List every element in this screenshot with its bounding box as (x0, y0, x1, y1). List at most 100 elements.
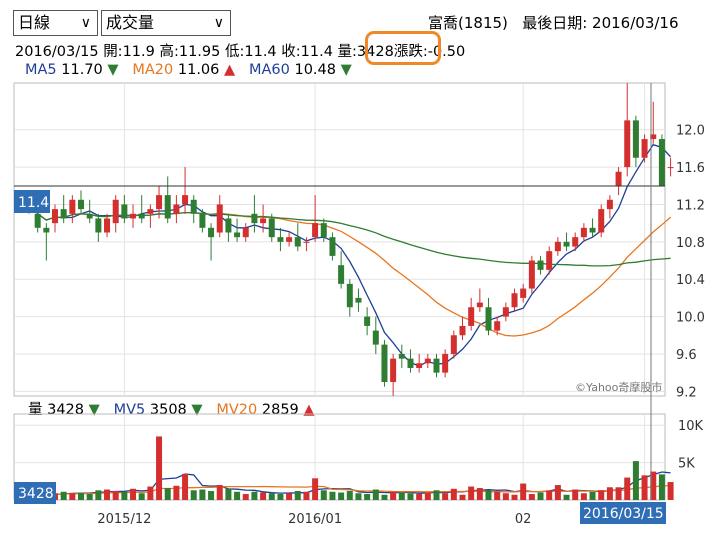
chevron-down-icon: ∨ (213, 15, 224, 31)
candle-body (468, 307, 475, 326)
close-value: 收:11.4 (281, 44, 333, 60)
candle-body (554, 241, 561, 252)
volume-bar (355, 493, 362, 500)
candle-body (277, 237, 284, 242)
volume-bar (294, 491, 301, 500)
volume-bar (598, 490, 605, 500)
candle-body (372, 330, 379, 345)
y-tick-label: 11.2 (676, 198, 705, 213)
volume-bar (372, 489, 379, 500)
volume-bar (398, 492, 405, 500)
ma20-label: MA20 (132, 62, 174, 78)
volume-bar (390, 491, 397, 500)
candle-body (242, 227, 249, 238)
volume-bar (242, 494, 249, 500)
candle-body (208, 227, 215, 238)
volume-bar (433, 490, 440, 500)
y-tick-label: 10.4 (676, 273, 705, 288)
ma20-value: 11.06 (177, 62, 220, 78)
candle-body (338, 265, 345, 284)
volume-bar (104, 489, 111, 500)
axis-labels: 12.0 11.6 11.2 10.8 10.4 10.0 9.6 9.2 10K 5K 2015/… (97, 124, 705, 527)
candle-body (563, 241, 570, 247)
volume-bar (234, 491, 241, 500)
ma5-arrow: ▼ (107, 62, 119, 78)
candle-body (485, 307, 492, 331)
volume-bar (95, 490, 102, 500)
candle-body (225, 218, 232, 233)
candle-body (164, 195, 171, 219)
candle-body (190, 199, 197, 214)
candle-body (216, 204, 223, 233)
volume-bar (156, 436, 163, 500)
candle-body (312, 223, 319, 238)
volume-bar (329, 491, 336, 500)
vol-tick-label: 5K (678, 457, 695, 472)
candle-body (138, 213, 145, 219)
candle-body (260, 218, 267, 224)
candle-body (78, 199, 85, 210)
last-date: 2016/03/16 (592, 14, 679, 32)
volume-bar (632, 461, 639, 500)
candle-body (173, 204, 180, 214)
candle-body (407, 358, 414, 368)
volume-bar (468, 486, 475, 500)
ma5-label: MA5 (25, 62, 57, 78)
candle-body (43, 227, 50, 233)
volume-bar (268, 493, 275, 500)
grid (14, 83, 665, 500)
volume-bar (546, 490, 553, 500)
indicator-select[interactable]: 成交量 ∨ (101, 10, 231, 36)
candle-body (650, 134, 657, 140)
volume-tag-box (14, 482, 56, 504)
candle-body (537, 260, 544, 270)
volume-bar (442, 493, 449, 500)
date-tag-box (580, 502, 666, 524)
volume-bar (450, 488, 457, 500)
candle-body (424, 358, 431, 364)
candle-body (329, 237, 336, 256)
candle-body (130, 213, 137, 219)
price-tag-box (14, 190, 50, 213)
ma-legend: MA5 11.70 ▼ MA20 11.06 ▲ MA60 10.48 ▼ (25, 62, 352, 78)
volume-bar (485, 490, 492, 500)
volume-bar (338, 492, 345, 500)
volume-bar (121, 491, 128, 500)
volume-bar (182, 473, 189, 500)
vol-tick-label: 10K (678, 419, 704, 434)
candle-body (502, 307, 509, 317)
volume-bar (650, 471, 657, 500)
volume-bar (667, 482, 674, 500)
candle-body (641, 139, 648, 158)
candle-body (580, 227, 587, 238)
volume-bar (658, 474, 665, 500)
candle-body (121, 204, 128, 219)
candle-body (528, 260, 535, 289)
volume-bar (277, 494, 284, 500)
volume-bar (641, 475, 648, 500)
volume-bars (26, 436, 674, 500)
candle-body (182, 195, 189, 205)
candle-body (416, 363, 423, 368)
volume-bar (138, 493, 145, 500)
ma5-line (28, 143, 672, 367)
volume-bar (589, 491, 596, 500)
volume-bar (112, 491, 119, 500)
volume-bar (312, 478, 319, 500)
watermark: ©Yahoo奇摩股市 (575, 380, 662, 394)
candle-body (294, 237, 301, 247)
volume-bar (537, 492, 544, 500)
volume-bar (190, 490, 197, 500)
period-select[interactable]: 日線 ∨ (13, 10, 98, 36)
candle-body (476, 302, 483, 308)
volume-bar (260, 492, 267, 500)
candle-body (459, 325, 466, 336)
volume-bar (225, 488, 232, 500)
volume-bar (173, 485, 180, 500)
volume-bar (381, 494, 388, 500)
candle-body (494, 321, 501, 331)
candle-body (398, 353, 405, 359)
volume-bar (572, 489, 579, 500)
volume-bar (346, 491, 353, 500)
